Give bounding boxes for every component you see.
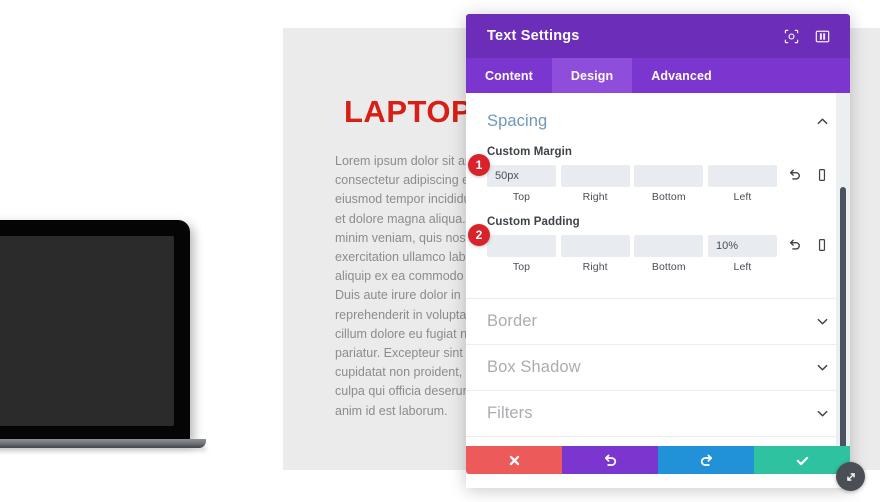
padding-right-caption: Right	[582, 261, 608, 273]
tab-design[interactable]: Design	[551, 58, 633, 93]
focus-target-icon[interactable]	[784, 29, 799, 44]
checkmark-icon	[796, 456, 808, 465]
laptop-base-shadow	[0, 447, 206, 452]
padding-left-caption: Left	[733, 261, 752, 273]
reset-undo-icon[interactable]	[788, 168, 802, 183]
modal-titlebar: Text Settings	[466, 14, 850, 58]
padding-bottom-caption: Bottom	[651, 261, 686, 273]
undo-arrow-icon	[604, 454, 616, 466]
custom-margin-label: Custom Margin	[487, 146, 572, 158]
field-custom-margin: Custom Margin 50px Top Right Bottom	[466, 146, 850, 203]
section-spacing: Spacing Custom Margin 50px Top	[466, 93, 850, 298]
section-border[interactable]: Border	[466, 298, 850, 344]
modal-body: Spacing Custom Margin 50px Top	[466, 93, 850, 446]
margin-top-input[interactable]: 50px	[487, 165, 556, 187]
modal-title: Text Settings	[487, 28, 580, 44]
margin-right-caption: Right	[582, 191, 608, 203]
padding-top-input[interactable]	[487, 235, 556, 257]
modal-action-bar	[466, 446, 850, 474]
cancel-button[interactable]	[466, 446, 562, 474]
margin-left-group: Left	[707, 165, 777, 203]
margin-top-group: 50px Top	[487, 165, 556, 203]
chevron-up-icon[interactable]	[816, 115, 829, 128]
text-settings-modal: Text Settings Content Design Advanced	[466, 14, 850, 488]
section-border-title: Border	[487, 312, 538, 330]
section-spacing-header[interactable]: Spacing	[466, 93, 850, 146]
chevron-down-icon[interactable]	[816, 361, 829, 374]
modal-tabs: Content Design Advanced	[466, 58, 850, 93]
chevron-down-icon[interactable]	[816, 407, 829, 420]
margin-bottom-caption: Bottom	[651, 191, 686, 203]
custom-margin-row-icons	[788, 165, 829, 183]
custom-margin-inputs: 50px Top Right Bottom	[487, 165, 829, 203]
laptop-base	[0, 439, 206, 448]
tab-advanced[interactable]: Advanced	[651, 68, 712, 83]
padding-bottom-group: Bottom	[634, 235, 704, 273]
laptop-screen	[0, 236, 174, 426]
reset-undo-icon[interactable]	[788, 238, 802, 253]
padding-right-group: Right	[560, 235, 630, 273]
undo-button[interactable]	[562, 446, 658, 474]
modal-scrollbar-track[interactable]	[836, 93, 850, 446]
mobile-device-icon[interactable]	[815, 168, 829, 183]
padding-right-input[interactable]	[560, 235, 630, 257]
spacer	[466, 273, 850, 298]
section-spacing-title: Spacing	[487, 112, 548, 130]
chevron-down-icon[interactable]	[816, 315, 829, 328]
section-filters[interactable]: Filters	[466, 390, 850, 436]
modal-titlebar-icons	[784, 29, 830, 44]
laptop-illustration	[0, 220, 206, 465]
section-box-shadow-title: Box Shadow	[487, 358, 581, 376]
resize-handle[interactable]	[836, 462, 865, 491]
close-x-icon	[509, 455, 519, 465]
margin-top-caption: Top	[512, 191, 531, 203]
laptop-lid	[0, 220, 190, 442]
margin-left-input[interactable]	[707, 165, 777, 187]
custom-padding-inputs: Top Right Bottom 10% Left	[487, 235, 829, 273]
margin-bottom-input[interactable]	[634, 165, 704, 187]
padding-top-caption: Top	[512, 261, 531, 273]
mobile-device-icon[interactable]	[815, 238, 829, 253]
layout-columns-icon[interactable]	[815, 29, 830, 44]
padding-bottom-input[interactable]	[634, 235, 704, 257]
padding-left-input[interactable]: 10%	[707, 235, 777, 257]
resize-diagonal-icon	[846, 472, 855, 481]
custom-padding-label: Custom Padding	[487, 216, 580, 228]
margin-bottom-group: Bottom	[634, 165, 704, 203]
redo-button[interactable]	[658, 446, 754, 474]
callout-badge-1: 1	[468, 154, 490, 176]
section-animation[interactable]: Animation	[466, 436, 850, 446]
padding-top-group: Top	[487, 235, 556, 273]
tab-content[interactable]: Content	[485, 68, 533, 83]
callout-badge-2: 2	[468, 224, 490, 246]
margin-right-group: Right	[560, 165, 630, 203]
padding-left-group: 10% Left	[707, 235, 777, 273]
margin-right-input[interactable]	[560, 165, 630, 187]
save-button[interactable]	[754, 446, 850, 474]
custom-padding-row-icons	[788, 235, 829, 253]
section-filters-title: Filters	[487, 404, 533, 422]
field-custom-padding: Custom Padding Top Right Bottom	[466, 216, 850, 273]
redo-arrow-icon	[700, 454, 712, 466]
modal-scrollbar-thumb[interactable]	[840, 187, 846, 446]
section-box-shadow[interactable]: Box Shadow	[466, 344, 850, 390]
margin-left-caption: Left	[733, 191, 752, 203]
